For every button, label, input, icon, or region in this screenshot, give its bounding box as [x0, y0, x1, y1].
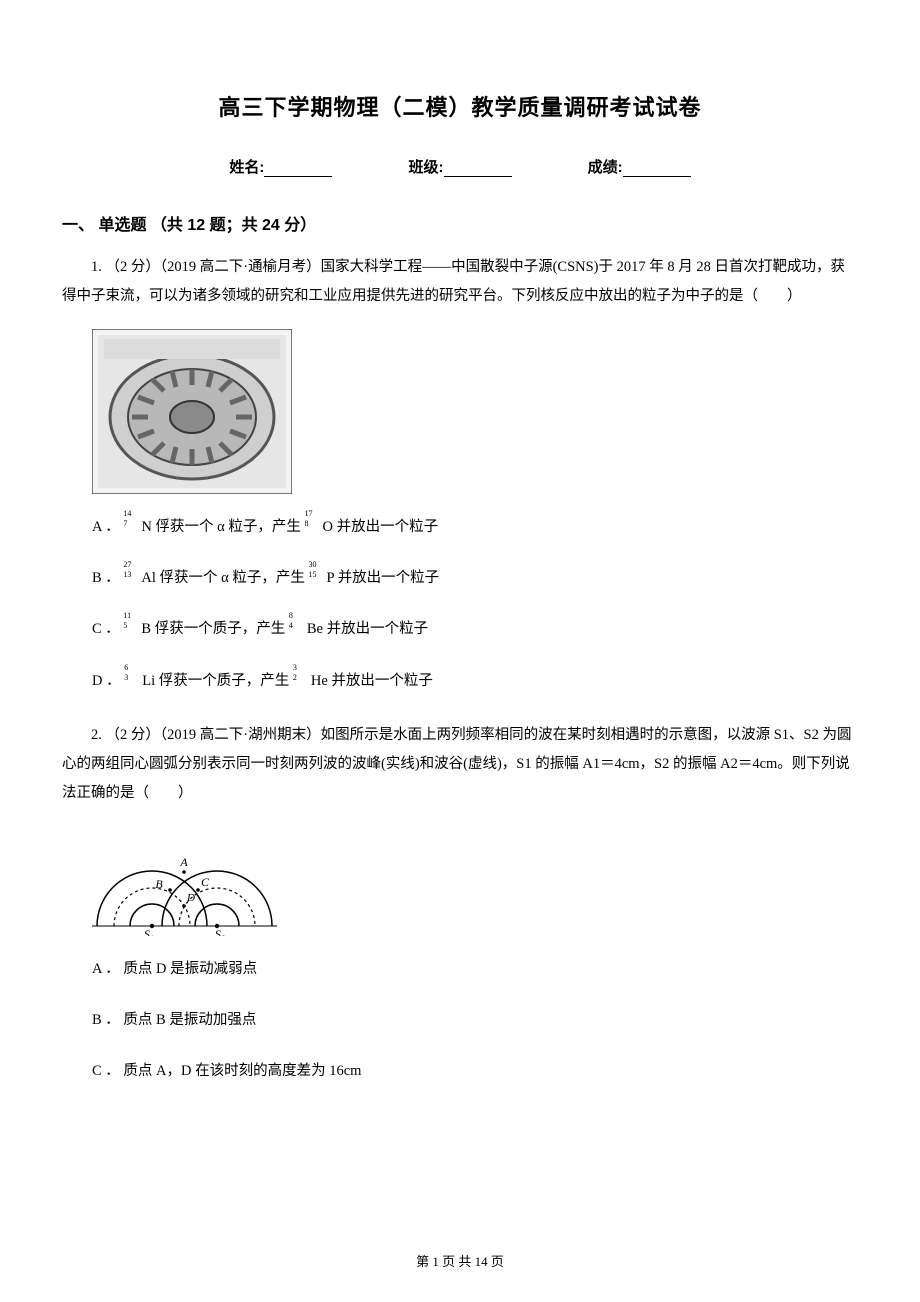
q2-label-s2: S₂: [215, 927, 225, 936]
class-label: 班级:: [409, 159, 444, 176]
page-footer: 第 1 页 共 14 页: [0, 1251, 920, 1270]
q1-figure: [92, 329, 858, 494]
q2-label-s1: S₁: [144, 927, 154, 936]
class-blank[interactable]: [444, 158, 512, 177]
q1-option-a: A ． 147N 俘获一个 α 粒子，产生 178O 并放出一个粒子: [92, 516, 858, 539]
q1-option-b: B ． 2713Al 俘获一个 α 粒子，产生 3015P 并放出一个粒子: [92, 567, 858, 590]
q2-label-a: A: [179, 855, 188, 869]
score-label: 成绩:: [588, 159, 623, 176]
name-label: 姓名:: [229, 159, 264, 176]
name-blank[interactable]: [264, 158, 332, 177]
q2-text: 2. （2 分）（2019 高二下·湖州期末）如图所示是水面上两列频率相同的波在…: [62, 721, 858, 808]
q2-option-b: B ． 质点 B 是振动加强点: [92, 1009, 858, 1032]
q2-option-a: A ． 质点 D 是振动减弱点: [92, 958, 858, 981]
q2-option-c: C ． 质点 A，D 在该时刻的高度差为 16cm: [92, 1060, 858, 1083]
info-row: 姓名: 班级: 成绩:: [62, 156, 858, 177]
q2-label-d: D: [186, 892, 195, 904]
score-blank[interactable]: [623, 158, 691, 177]
q2-label-b: B: [155, 877, 163, 891]
q1-text: 1. （2 分）（2019 高二下·通榆月考）国家大科学工程——中国散裂中子源(…: [62, 253, 858, 311]
q2-figure: A B C D S₁ S₂: [92, 826, 858, 936]
q1-option-d: D ． 63Li 俘获一个质子，产生 32He 并放出一个粒子: [92, 670, 858, 693]
section-1-header: 一、 单选题 （共 12 题；共 24 分）: [62, 211, 858, 235]
q1-option-c: C ． 115B 俘获一个质子，产生 84Be 并放出一个粒子: [92, 618, 858, 641]
q2-label-c: C: [201, 875, 210, 889]
exam-title: 高三下学期物理（二模）教学质量调研考试试卷: [62, 90, 858, 122]
